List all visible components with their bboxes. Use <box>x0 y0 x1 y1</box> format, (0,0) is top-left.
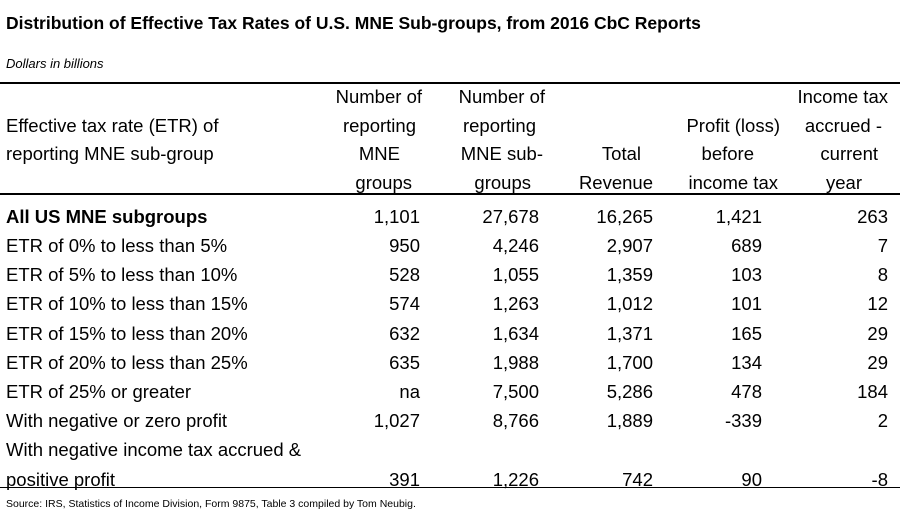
table-row: ETR of 20% to less than 25% 635 1,988 1,… <box>0 348 900 377</box>
table-row: ETR of 15% to less than 20% 632 1,634 1,… <box>0 319 900 348</box>
cell-mne-subgroups: 1,055 <box>492 264 539 286</box>
cell-profit: 1,421 <box>715 205 762 227</box>
cell-income-tax: 12 <box>867 293 888 315</box>
column-header-etr: Effective tax rate (ETR) of reporting MN… <box>0 83 310 201</box>
row-label: ETR of 15% to less than 20% <box>6 322 248 344</box>
row-label: With negative income tax accrued & posit… <box>0 435 310 493</box>
cell-mne-subgroups: 1,634 <box>492 322 539 344</box>
cell-mne-groups: 528 <box>389 264 420 286</box>
bottom-rule <box>0 487 900 488</box>
cell-income-tax: -8 <box>871 468 888 490</box>
column-header-line: Profit (loss) <box>686 114 780 136</box>
row-label-text: With negative income tax accrued & posit… <box>6 439 302 490</box>
table-row: With negative or zero profit 1,027 8,766… <box>0 406 900 435</box>
table-row: ETR of 0% to less than 5% 950 4,246 2,90… <box>0 231 900 260</box>
cell-mne-groups: na <box>399 381 420 403</box>
cell-profit: 103 <box>731 264 762 286</box>
cell-total-revenue: 16,265 <box>596 205 653 227</box>
cell-mne-subgroups: 1,226 <box>492 468 539 490</box>
cell-profit: 165 <box>731 322 762 344</box>
row-label: All US MNE subgroups <box>6 205 208 227</box>
cell-mne-groups: 1,027 <box>373 410 420 432</box>
cell-profit: 90 <box>741 468 762 490</box>
cell-mne-subgroups: 8,766 <box>492 410 539 432</box>
header-rule <box>0 193 900 195</box>
cell-income-tax: 184 <box>857 381 888 403</box>
chart-subtitle: Dollars in billions <box>6 56 104 71</box>
row-label: With negative or zero profit <box>6 410 228 432</box>
table-row: ETR of 10% to less than 15% 574 1,263 1,… <box>0 289 900 318</box>
column-header-line: accrued - <box>804 114 882 136</box>
cell-income-tax: 7 <box>877 235 888 256</box>
cell-mne-groups: 574 <box>389 293 420 315</box>
cell-profit: 478 <box>731 381 762 403</box>
column-header-line: MNE sub- <box>460 143 543 164</box>
column-header-mne-groups: Number of reporting MNE groups <box>310 83 430 201</box>
cell-income-tax: 263 <box>857 205 888 227</box>
top-rule <box>0 82 900 84</box>
cell-mne-groups: 632 <box>389 322 420 344</box>
column-header-line: current <box>820 143 878 164</box>
column-header-line: Income tax <box>797 86 889 107</box>
column-header-line: Number of <box>335 86 422 107</box>
cell-profit: 689 <box>731 235 762 256</box>
column-header-line: Revenue <box>578 171 653 193</box>
source-note: Source: IRS, Statistics of Income Divisi… <box>6 498 416 510</box>
cell-total-revenue: 2,907 <box>606 235 653 256</box>
column-header-profit: Profit (loss) before income tax <box>665 83 790 201</box>
cell-total-revenue: 1,359 <box>606 264 653 286</box>
table-row: ETR of 5% to less than 10% 528 1,055 1,3… <box>0 260 900 289</box>
cell-total-revenue: 1,700 <box>606 351 653 373</box>
column-header-income-tax: Income tax accrued - current year <box>790 83 900 201</box>
cell-income-tax: 2 <box>877 410 888 432</box>
column-header-line: Effective tax rate (ETR) of <box>6 114 219 136</box>
cell-total-revenue: 5,286 <box>606 381 653 403</box>
column-header-line: income tax <box>688 171 778 193</box>
column-header-line: reporting MNE sub-group <box>6 143 214 164</box>
column-header-line: Number of <box>458 86 545 107</box>
cell-income-tax: 8 <box>877 264 888 286</box>
column-header-line: Total <box>601 143 641 164</box>
column-header-line: groups <box>474 171 531 193</box>
cell-mne-subgroups: 27,678 <box>482 205 539 227</box>
column-header-line: MNE <box>358 143 400 164</box>
row-label: ETR of 10% to less than 15% <box>6 293 248 315</box>
cell-mne-subgroups: 1,988 <box>492 351 539 373</box>
column-header-line: reporting <box>462 114 536 136</box>
cell-mne-groups: 1,101 <box>373 205 420 227</box>
cell-total-revenue: 742 <box>622 468 653 490</box>
table-row: With negative income tax accrued & posit… <box>0 435 900 493</box>
cell-mne-groups: 635 <box>389 351 420 373</box>
column-header-line: groups <box>355 171 412 193</box>
column-header-line: before <box>701 143 754 164</box>
cell-total-revenue: 1,889 <box>606 410 653 432</box>
column-header-total-revenue: Total Revenue <box>565 83 665 201</box>
cell-total-revenue: 1,371 <box>606 322 653 344</box>
row-label: ETR of 20% to less than 25% <box>6 351 248 373</box>
cell-income-tax: 29 <box>867 351 888 373</box>
column-header-line: reporting <box>342 114 416 136</box>
table-row: All US MNE subgroups 1,101 27,678 16,265… <box>0 201 900 231</box>
cell-profit: 101 <box>731 293 762 315</box>
cell-mne-subgroups: 7,500 <box>492 381 539 403</box>
cell-mne-subgroups: 1,263 <box>492 293 539 315</box>
cell-total-revenue: 1,012 <box>606 293 653 315</box>
column-header-line: year <box>826 171 862 193</box>
cell-mne-groups: 950 <box>389 235 420 256</box>
cell-mne-subgroups: 4,246 <box>492 235 539 256</box>
row-label: ETR of 25% or greater <box>6 381 192 403</box>
column-header-mne-subgroups: Number of reporting MNE sub- groups <box>430 83 565 201</box>
row-label: ETR of 5% to less than 10% <box>6 264 238 286</box>
cell-profit: -339 <box>724 410 762 432</box>
row-label: ETR of 0% to less than 5% <box>6 235 228 256</box>
cell-profit: 134 <box>731 351 762 373</box>
tax-rate-table: Effective tax rate (ETR) of reporting MN… <box>0 83 900 494</box>
chart-title: Distribution of Effective Tax Rates of U… <box>6 13 701 33</box>
cell-mne-groups: 391 <box>389 468 420 490</box>
table-row: ETR of 25% or greater na 7,500 5,286 478… <box>0 377 900 406</box>
table-header-row: Effective tax rate (ETR) of reporting MN… <box>0 83 900 201</box>
cell-income-tax: 29 <box>867 322 888 344</box>
